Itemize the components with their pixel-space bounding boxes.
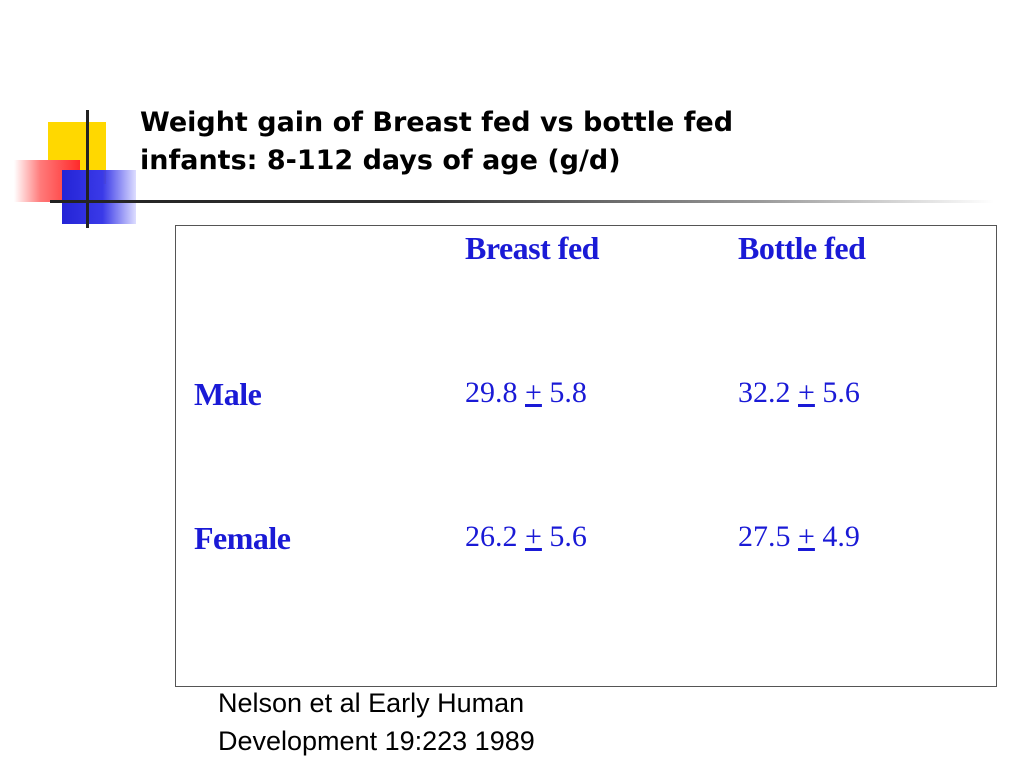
plus-minus-symbol: + — [525, 376, 542, 409]
decorative-logo — [0, 0, 150, 240]
plus-minus-symbol: + — [798, 520, 815, 553]
sd-value: 5.6 — [822, 376, 860, 409]
mean-value: 29.8 — [465, 376, 518, 409]
mean-value: 27.5 — [738, 520, 791, 553]
mean-value: 26.2 — [465, 520, 518, 553]
sd-value: 5.8 — [549, 376, 587, 409]
cell-female-bottle-fed: 27.5 + 4.9 — [738, 520, 860, 554]
row-label-male: Male — [194, 376, 262, 412]
cell-female-breast-fed: 26.2 + 5.6 — [465, 520, 587, 554]
plus-minus-symbol: + — [798, 376, 815, 409]
title-underline-rule — [50, 200, 994, 203]
citation: Nelson et al Early Human Development 19:… — [218, 684, 678, 760]
weight-gain-table: Breast fed Bottle fed Male 29.8 + 5.8 32… — [175, 225, 997, 687]
plus-minus-symbol: + — [525, 520, 542, 553]
sd-value: 4.9 — [822, 520, 860, 553]
mean-value: 32.2 — [738, 376, 791, 409]
column-header-bottle-fed: Bottle fed — [738, 230, 866, 266]
blue-square-decoration — [62, 170, 136, 224]
vertical-rule-decoration — [86, 110, 89, 228]
citation-line-2: Development 19:223 1989 — [218, 726, 535, 756]
column-header-breast-fed: Breast fed — [465, 230, 599, 266]
cell-male-breast-fed: 29.8 + 5.8 — [465, 376, 587, 410]
slide-title-line-1: Weight gain of Breast fed vs bottle fed — [140, 107, 734, 138]
sd-value: 5.6 — [549, 520, 587, 553]
slide-title: Weight gain of Breast fed vs bottle fed … — [140, 104, 900, 180]
row-label-female: Female — [194, 520, 291, 556]
slide-title-line-2: infants: 8-112 days of age (g/d) — [140, 145, 621, 176]
cell-male-bottle-fed: 32.2 + 5.6 — [738, 376, 860, 410]
citation-line-1: Nelson et al Early Human — [218, 688, 525, 718]
